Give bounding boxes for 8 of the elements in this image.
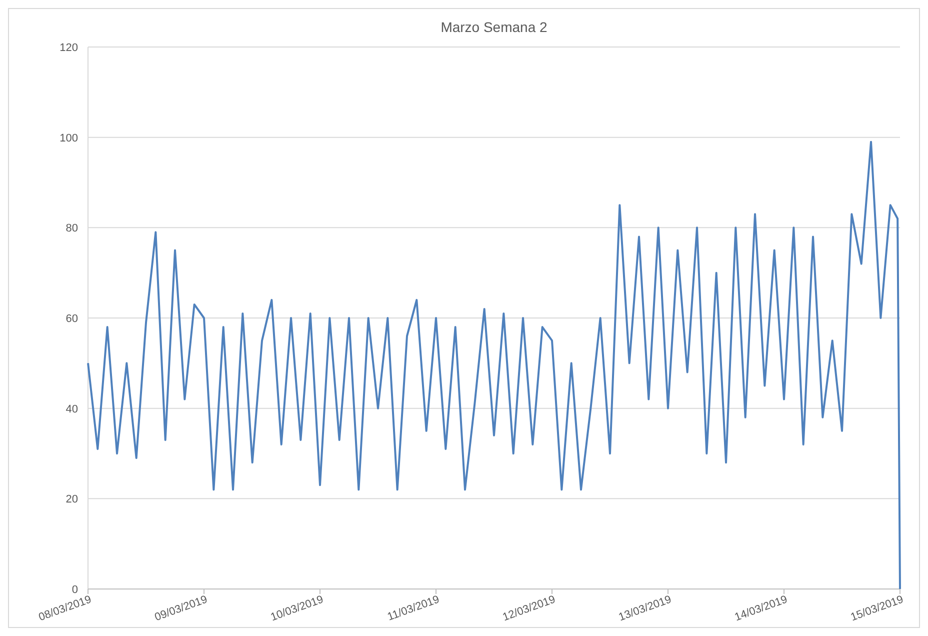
- y-tick-label: 80: [66, 222, 78, 235]
- chart-title: Marzo Semana 2: [440, 19, 548, 35]
- y-tick-label: 20: [66, 494, 78, 506]
- y-tick-label: 120: [60, 42, 78, 54]
- y-tick-label: 100: [60, 132, 78, 144]
- y-tick-label: 0: [72, 584, 78, 596]
- y-tick-label: 60: [66, 313, 78, 325]
- y-tick-label: 40: [66, 403, 78, 416]
